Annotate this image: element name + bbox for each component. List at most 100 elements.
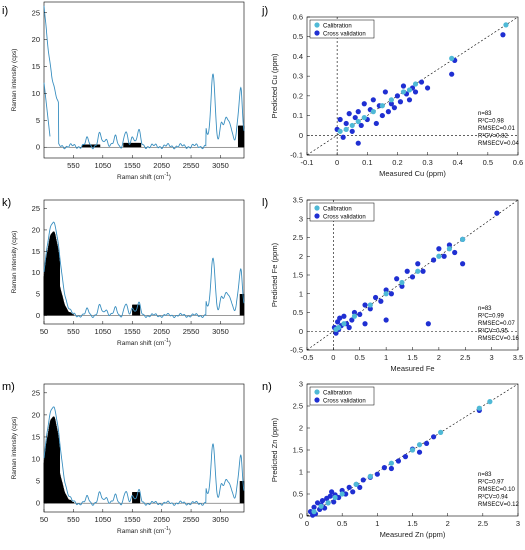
x-tick-label: 1 xyxy=(384,353,388,362)
panel-label: i) xyxy=(2,5,8,17)
y-tick-label: 0 xyxy=(36,143,40,152)
legend-label-cross-validation: Cross validation xyxy=(323,32,366,38)
calibration-point xyxy=(436,253,442,259)
calibration-point xyxy=(446,246,453,252)
cross-validation-point xyxy=(327,493,333,499)
cross-validation-point xyxy=(400,83,407,89)
calibration-point xyxy=(337,128,343,134)
spectrum-line xyxy=(43,221,245,319)
cross-validation-point xyxy=(358,122,364,129)
calibration-point xyxy=(370,109,376,115)
cross-validation-point xyxy=(343,120,349,127)
x-tick-label: 1050 xyxy=(94,161,111,170)
x-tick-label: 2 xyxy=(437,353,441,362)
y-tick-label: 10 xyxy=(32,268,40,277)
x-tick-label: 3050 xyxy=(212,161,229,170)
calibration-point xyxy=(332,494,338,501)
y-axis-label: Raman intensity (cps) xyxy=(11,417,18,480)
legend-marker-cross-validation xyxy=(314,30,320,36)
calibration-point xyxy=(353,481,359,487)
spectrum-line xyxy=(43,406,245,506)
stats-line: R²CV=0.95 xyxy=(478,329,509,335)
y-tick-label: -0.1 xyxy=(290,151,303,160)
y-tick-label: 0.5 xyxy=(293,490,303,499)
scatter-panel-1: -0.5 0 0.5 1 1.5 2 2.5 3 3.5 -0.5 0 0.5 1 1.5 2 2.5 3 3.5… xyxy=(262,196,523,374)
cross-validation-point xyxy=(394,276,400,282)
stats-line: RMSEC=0.01 xyxy=(478,126,516,132)
y-tick-label: 25 xyxy=(32,8,40,17)
cross-validation-point xyxy=(351,309,358,316)
cross-validation-point xyxy=(362,302,368,308)
x-tick-label: 2550 xyxy=(183,161,200,170)
y-tick-label: 2.5 xyxy=(293,233,303,242)
y-axis-label: Raman intensity (cps) xyxy=(11,231,18,294)
calibration-point xyxy=(318,503,324,509)
x-tick-label: 2050 xyxy=(153,515,170,524)
calibration-point xyxy=(388,97,394,103)
spectrum-panel-1: 50 550 1050 1550 2050 2550 3050 0 5 10 15 20 25 Raman… xyxy=(2,197,245,347)
cross-validation-point xyxy=(378,298,384,304)
calibration-point xyxy=(438,429,444,435)
x-tick-label: -0.1 xyxy=(301,158,314,167)
y-tick-label: 0.4 xyxy=(293,52,303,61)
stats-line: R²C=0.98 xyxy=(478,119,505,125)
x-tick-label: 0.1 xyxy=(362,158,372,167)
plot-frame xyxy=(306,16,519,156)
y-tick-label: 20 xyxy=(32,410,40,419)
stats-line: RMSEC=0.07 xyxy=(478,321,516,327)
legend: Calibration Cross validation xyxy=(309,386,375,406)
x-tick-label: 2.5 xyxy=(460,353,470,362)
cross-validation-point xyxy=(361,101,367,107)
calibration-point xyxy=(325,500,331,506)
spectrum-panel-2: 50 550 1050 1550 2050 2550 3050 0 5 10 15 20 25 Raman… xyxy=(2,381,245,535)
calibration-point xyxy=(460,236,466,242)
y-tick-label: 15 xyxy=(32,247,40,256)
calibration-point xyxy=(311,509,317,515)
y-tick-label: 0.3 xyxy=(293,72,303,81)
x-tick-label: 3 xyxy=(490,353,494,362)
cross-validation-point xyxy=(383,287,389,293)
calibration-point xyxy=(339,491,345,497)
x-tick-label: 0 xyxy=(305,519,309,528)
x-tick-label: 1550 xyxy=(124,515,141,524)
y-tick-label: 3.5 xyxy=(293,196,303,205)
legend-marker-calibration xyxy=(314,22,320,28)
y-tick-label: 1.5 xyxy=(293,271,303,280)
y-tick-label: 25 xyxy=(32,204,40,213)
importance-bars xyxy=(81,125,245,148)
stats-line: RMSECV=0.16 xyxy=(478,336,520,342)
cross-validation-point xyxy=(370,97,376,103)
cross-validation-point xyxy=(337,315,343,321)
x-tick-label: 2050 xyxy=(153,327,170,336)
cross-validation-point xyxy=(357,311,363,317)
spectrum-line xyxy=(43,82,51,137)
cross-validation-point xyxy=(367,306,373,312)
stats-line: RMSEC=0.10 xyxy=(478,487,516,493)
plot-frame xyxy=(43,199,245,325)
cross-validation-point xyxy=(349,317,355,323)
x-tick-label: 0.5 xyxy=(355,353,365,362)
legend-label-calibration: Calibration xyxy=(323,391,352,397)
cross-validation-point xyxy=(394,93,401,99)
cross-validation-point xyxy=(331,499,337,505)
importance-bars xyxy=(43,416,245,504)
calibration-point xyxy=(415,268,421,274)
y-axis-label: Predicted Zn (ppm) xyxy=(270,417,279,482)
cross-validation-point xyxy=(415,261,421,267)
x-tick-label: 1550 xyxy=(124,327,141,336)
x-tick-label: 2050 xyxy=(153,161,170,170)
spectrum-panel-0: 550 1050 1550 2050 2550 3050 0 5 10 15 20 25 Raman s… xyxy=(2,1,245,181)
y-tick-label: 2 xyxy=(299,424,303,433)
x-axis-label: Measured Cu (ppm) xyxy=(379,169,446,178)
x-tick-label: 550 xyxy=(67,515,80,524)
cross-validation-point xyxy=(374,471,380,477)
x-tick-label: 2550 xyxy=(183,515,200,524)
cross-validation-point xyxy=(352,114,358,121)
x-tick-label: 2.5 xyxy=(478,519,488,528)
y-tick-label: 5 xyxy=(36,290,40,299)
x-tick-label: 1.5 xyxy=(407,519,417,528)
calibration-point xyxy=(383,291,389,297)
y-tick-label: 5 xyxy=(36,116,40,125)
scatter-panel-0: -0.1 0 0.1 0.2 0.3 0.4 0.5 0.6 -0.1 0 0.1 0.2 0.3 0.4… xyxy=(261,5,523,178)
y-tick-label: 25 xyxy=(32,388,40,397)
